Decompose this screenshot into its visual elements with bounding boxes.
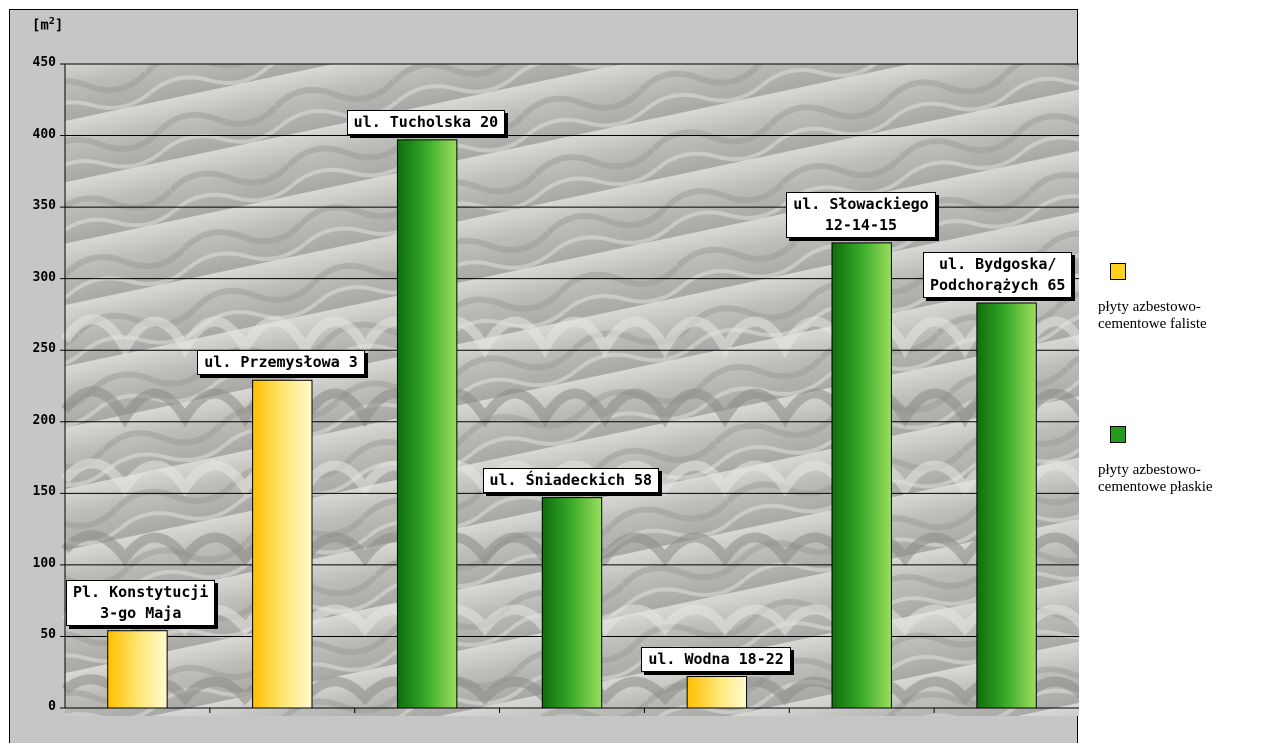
y-axis-unit-label: [m2] <box>32 16 64 34</box>
roof-wave <box>61 458 1079 498</box>
y-tick-label: 450 <box>32 55 56 70</box>
grid-lines <box>65 63 1079 637</box>
legend-swatch-plaskie <box>1110 426 1126 443</box>
y-tick-label: 400 <box>32 126 56 142</box>
y-tick-label: 100 <box>32 555 56 571</box>
y-tick-label: 150 <box>32 484 56 500</box>
bars <box>107 139 1037 709</box>
axes <box>60 63 1079 713</box>
bar-label-5: ul. Wodna 18-22 <box>641 646 791 672</box>
y-tick-label: 250 <box>32 341 56 357</box>
bar-3 <box>396 139 458 709</box>
bar-7 <box>976 302 1037 709</box>
bar-label-2: ul. Przemysłowa 3 <box>197 350 365 376</box>
y-tick-label: 200 <box>32 412 56 428</box>
y-tick-label: 350 <box>32 198 56 214</box>
bar-2 <box>252 379 313 709</box>
legend-label-plaskie: płyty azbestowo- cementowe płaskie <box>1098 462 1213 495</box>
bar-label-7: ul. Bydgoska/ Podchorążych 65 <box>923 251 1073 298</box>
legend-swatch-faliste <box>1110 263 1126 280</box>
bar-label-6: ul. Słowackiego 12-14-15 <box>786 191 936 238</box>
y-tick-label: 0 <box>48 699 56 714</box>
bar-6 <box>831 242 892 709</box>
roof-wave <box>60 386 1079 428</box>
bar-4 <box>541 497 603 709</box>
y-tick-label: 50 <box>40 627 56 643</box>
bar-label-4: ul. Śniadeckich 58 <box>482 467 660 493</box>
y-tick-label: 300 <box>32 269 56 285</box>
bar-chart <box>60 63 1079 716</box>
bar-1 <box>107 630 168 709</box>
roof-wave <box>60 314 1079 359</box>
bar-5 <box>686 676 748 709</box>
chart-frame <box>9 9 1079 743</box>
bar-label-3: ul. Tucholska 20 <box>346 109 506 135</box>
bar-label-1: Pl. Konstytucji 3-go Maja <box>66 579 216 626</box>
legend-label-faliste: płyty azbestowo- cementowe faliste <box>1098 299 1207 332</box>
